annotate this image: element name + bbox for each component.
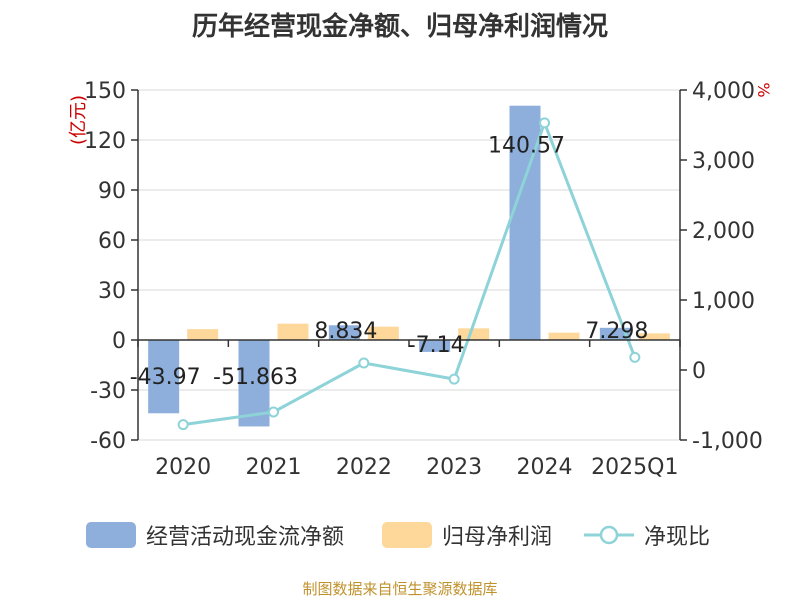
- y-left-tick-label-4: 30: [98, 279, 126, 304]
- y-right-tick-label-2: 2,000: [692, 219, 755, 244]
- y-left-tick-label-0: 150: [84, 79, 126, 104]
- data-labels: -43.97 -51.863 8.834 -7.14 140.57 7.298: [130, 134, 649, 390]
- data-label-ocf-2020: -43.97: [130, 365, 201, 390]
- y-left-tick-label-5: 0: [112, 329, 126, 354]
- legend-label-profit: 归母净利润: [442, 525, 553, 550]
- legend-swatch-ratio: [584, 525, 634, 545]
- ratio-point-2021: [268, 406, 279, 418]
- ratio-point-2020: [177, 419, 189, 431]
- axes: 150 120 90 60 30 0 -30 -60 (亿元) 4,000 3,000 2,000 1,…: [68, 79, 773, 480]
- data-label-ocf-2025Q1: 7.298: [585, 319, 648, 344]
- y-left-unit-label: (亿元): [68, 95, 89, 145]
- y-right-tick-label-1: 3,000: [692, 149, 755, 174]
- y-left-tick-label-3: 60: [98, 229, 126, 254]
- legend-label-ocf: 经营活动现金流净额: [146, 525, 345, 550]
- y-right-tick-label-5: -1,000: [692, 429, 763, 454]
- chart-title: 历年经营现金净额、归母净利润情况: [191, 12, 608, 42]
- bar-ocf-2020: [148, 340, 180, 414]
- x-category-label-2024: 2024: [517, 455, 573, 480]
- x-category-label-2020: 2020: [155, 455, 211, 480]
- bar-profit-2025Q1: [638, 333, 670, 340]
- y-right-tick-label-0: 4,000: [692, 79, 755, 104]
- source-note: 制图数据来自恒生聚源数据库: [302, 580, 498, 598]
- legend-item-ocf[interactable]: 经营活动现金流净额: [86, 517, 344, 553]
- legend-label-ratio: 净现比: [644, 525, 711, 550]
- chart-legend: 经营活动现金流净额 归母净利润 净现比: [0, 517, 800, 553]
- legend-item-ratio[interactable]: 净现比: [584, 517, 710, 553]
- x-category-label-2025Q1: 2025Q1: [591, 455, 678, 480]
- y-left-tick-label-1: 120: [84, 129, 126, 154]
- bar-profit-2021: [277, 323, 309, 340]
- y-right-tick-label-4: 0: [692, 359, 706, 384]
- bar-ocf-2023: [419, 340, 451, 352]
- data-label-ocf-2022: 8.834: [314, 319, 377, 344]
- data-label-ocf-2021: -51.863: [213, 365, 298, 390]
- ratio-point-2025Q1: [629, 351, 641, 363]
- y-right-unit-label: %: [754, 82, 773, 97]
- ratio-point-2024: [539, 117, 550, 129]
- x-category-label-2022: 2022: [336, 455, 392, 480]
- y-left-tick-label-6: -30: [90, 379, 126, 404]
- bar-profit-2022: [367, 326, 399, 340]
- legend-swatch-ocf: [86, 522, 136, 548]
- bar-layer: [148, 105, 670, 427]
- data-label-ocf-2024: 140.57: [488, 134, 565, 159]
- bar-profit-2020: [187, 329, 219, 340]
- ratio-line-layer: [177, 117, 641, 431]
- bar-profit-2024: [548, 332, 580, 340]
- bar-profit-2023: [458, 328, 490, 340]
- y-left-tick-label-7: -60: [90, 429, 126, 454]
- x-category-label-2023: 2023: [426, 455, 482, 480]
- y-left-tick-label-2: 90: [98, 179, 126, 204]
- legend-swatch-profit: [382, 522, 432, 548]
- y-right-tick-label-3: 1,000: [692, 289, 755, 314]
- ratio-point-2022: [358, 357, 370, 369]
- ratio-point-2023: [448, 373, 460, 385]
- x-category-label-2021: 2021: [246, 455, 302, 480]
- legend-item-profit[interactable]: 归母净利润: [382, 517, 552, 553]
- ratio-line: [182, 121, 637, 427]
- bar-ocf-2022: [328, 325, 360, 340]
- data-label-ocf-2023: -7.14: [408, 333, 465, 358]
- grid-lines: [138, 89, 680, 441]
